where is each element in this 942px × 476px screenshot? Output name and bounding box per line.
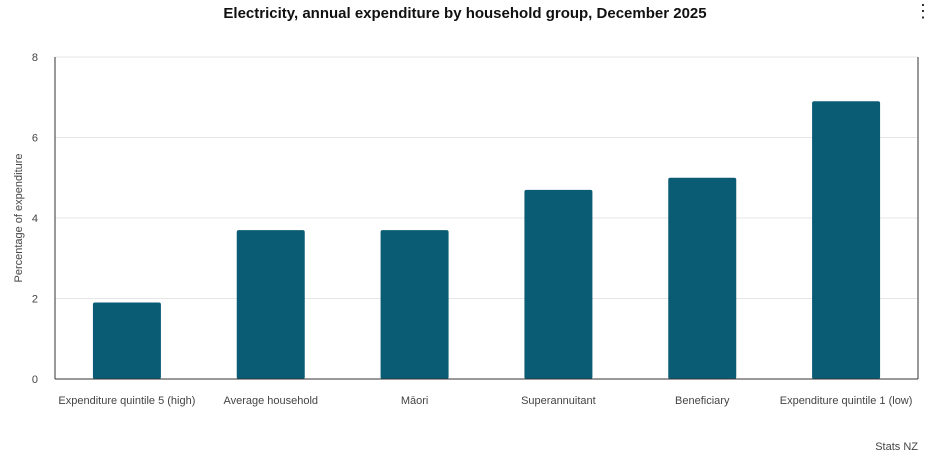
bar: [236, 230, 305, 379]
x-tick-label: Beneficiary: [675, 395, 730, 407]
bar: [92, 302, 161, 379]
y-tick-label: 4: [32, 213, 38, 225]
x-tick-label: Average household: [223, 395, 318, 407]
bar: [524, 189, 593, 379]
bar: [668, 177, 737, 379]
y-tick-label: 8: [32, 52, 38, 64]
y-axis-title: Percentage of expenditure: [13, 153, 25, 282]
x-tick-label: Māori: [401, 395, 429, 407]
x-tick-label: Superannuitant: [521, 395, 596, 407]
y-tick-label: 0: [32, 374, 38, 386]
bar: [380, 230, 449, 379]
chart-title: Electricity, annual expenditure by house…: [223, 5, 707, 22]
x-tick-label: Expenditure quintile 1 (low): [780, 395, 913, 407]
y-tick-label: 2: [32, 294, 38, 306]
y-tick-label: 6: [32, 133, 38, 145]
bar: [812, 101, 881, 380]
x-tick-label: Expenditure quintile 5 (high): [58, 395, 195, 407]
source-credit: Stats NZ: [875, 441, 918, 453]
